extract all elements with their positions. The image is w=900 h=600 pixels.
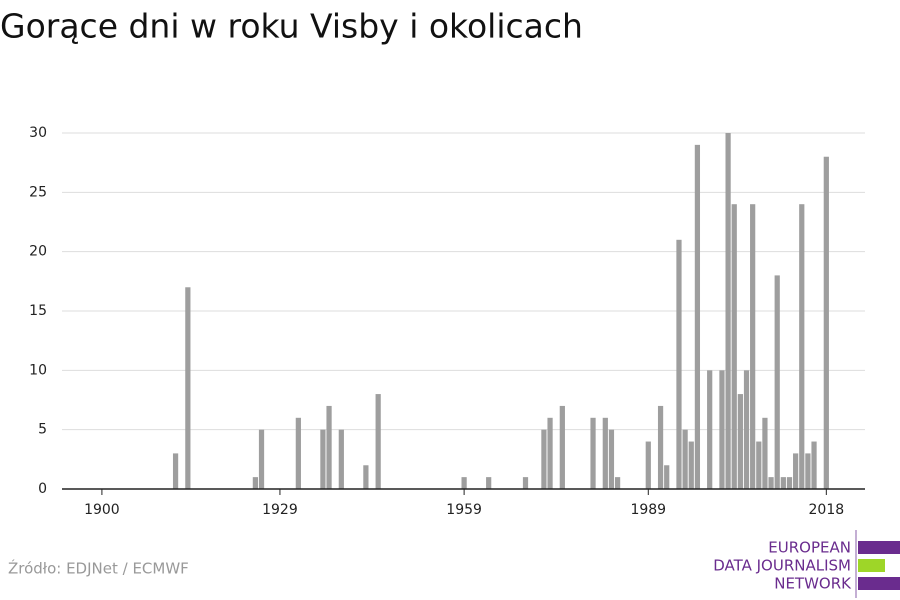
bar (719, 370, 725, 489)
bar (774, 275, 780, 489)
logo-text: NETWORK (774, 575, 852, 593)
bar (559, 405, 565, 489)
bar (676, 239, 682, 489)
bar (185, 287, 191, 489)
bar (657, 405, 664, 489)
source: Źródło: EDJNet / ECMWF (8, 559, 189, 578)
bar (608, 429, 615, 489)
bar (320, 429, 326, 489)
bar (172, 453, 179, 489)
bar (750, 204, 756, 489)
bar (547, 417, 553, 489)
x-tick-label: 1900 (84, 502, 120, 518)
logo-bar (858, 541, 900, 554)
bar (252, 477, 258, 489)
bar (780, 477, 786, 489)
bar (645, 441, 651, 489)
bar (805, 453, 811, 489)
y-tick-label: 5 (38, 422, 47, 438)
bar (614, 477, 621, 489)
bar (363, 465, 369, 489)
bar (602, 417, 608, 489)
bar (762, 417, 768, 489)
bar (786, 477, 793, 489)
bar (590, 417, 596, 489)
bar (688, 441, 694, 489)
x-tick-label: 1959 (446, 502, 482, 518)
logo-text: EUROPEAN (768, 539, 851, 557)
bar (768, 477, 774, 489)
bar (682, 429, 688, 489)
x-tick-label: 1989 (630, 502, 666, 518)
y-tick-label: 15 (29, 303, 47, 319)
bar (375, 394, 381, 489)
y-tick-label: 25 (29, 184, 47, 200)
bar (541, 429, 547, 489)
y-tick-label: 20 (29, 244, 47, 260)
bar (756, 441, 762, 489)
y-tick-label: 30 (29, 125, 47, 141)
logo-bar (858, 559, 885, 572)
bar (258, 429, 265, 489)
chart-title: Gorące dni w roku Visby i okolicach (0, 7, 583, 46)
bar (823, 156, 829, 489)
bar (694, 144, 701, 489)
bar (743, 370, 750, 489)
y-tick-label: 10 (29, 362, 47, 378)
x-tick-label: 1929 (262, 502, 298, 518)
bar (793, 453, 799, 489)
bar (731, 204, 737, 489)
bar (326, 405, 332, 489)
y-tick-label: 0 (38, 481, 47, 497)
logo-bar (858, 577, 900, 590)
bar (799, 204, 805, 489)
bar (811, 441, 817, 489)
bar (522, 477, 529, 489)
bar (737, 394, 743, 489)
logo-text: DATA JOURNALISM (713, 557, 851, 575)
bar (486, 477, 492, 489)
bar (707, 370, 713, 489)
bar (295, 417, 301, 489)
bar (338, 429, 344, 489)
x-tick-label: 2018 (809, 502, 845, 518)
bar (461, 477, 467, 489)
bar (725, 133, 731, 489)
bar (664, 465, 670, 489)
